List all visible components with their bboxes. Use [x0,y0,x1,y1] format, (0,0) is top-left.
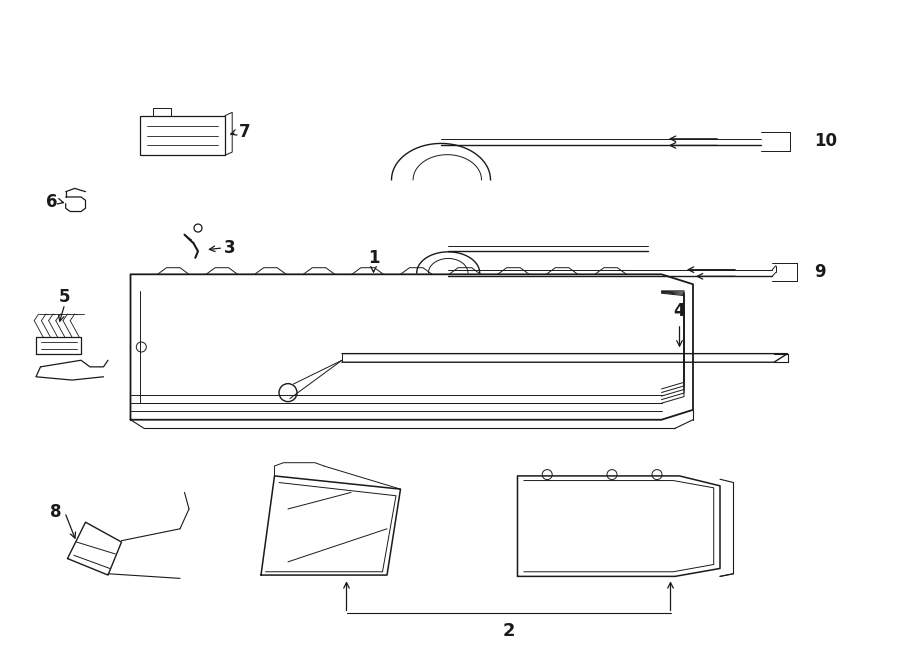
Text: 8: 8 [50,503,61,522]
Text: 4: 4 [674,301,685,320]
Text: 7: 7 [239,123,250,141]
Text: 5: 5 [59,288,70,307]
FancyBboxPatch shape [140,116,225,155]
Text: 2: 2 [502,622,515,641]
Text: 10: 10 [814,132,838,151]
Text: 9: 9 [814,263,826,282]
Text: 6: 6 [46,192,57,211]
Text: 3: 3 [224,239,235,257]
Text: 1: 1 [368,249,379,267]
